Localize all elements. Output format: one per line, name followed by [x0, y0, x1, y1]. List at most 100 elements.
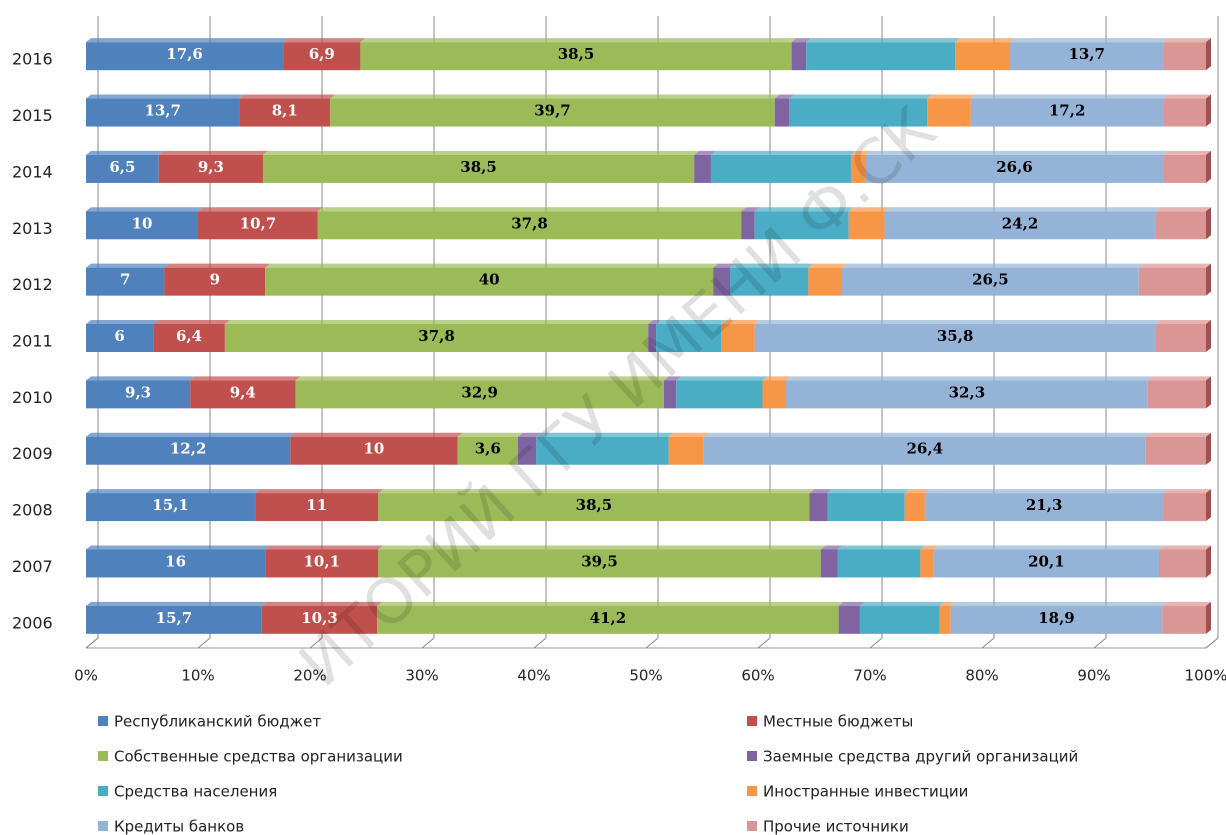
data-label: 21,3	[1026, 496, 1063, 514]
bar-segment	[86, 493, 256, 522]
bar-top	[904, 489, 930, 494]
bar-segment	[694, 154, 711, 183]
data-label: 17,2	[1049, 102, 1086, 120]
bar-segment	[198, 211, 318, 240]
bar-top	[721, 320, 760, 324]
legend-swatch	[98, 821, 108, 831]
bar-segment	[536, 436, 669, 465]
bar-segment	[86, 324, 154, 352]
bar-top	[1145, 432, 1211, 437]
bar-top	[924, 489, 1169, 494]
bar-top	[224, 320, 654, 324]
data-label: 17,6	[166, 45, 203, 63]
legend-swatch	[747, 821, 757, 831]
bar-top	[865, 150, 1169, 155]
bar-segment	[1163, 154, 1206, 183]
tick-mark	[421, 637, 435, 649]
bar-top	[837, 545, 926, 550]
data-label: 20,1	[1028, 552, 1065, 570]
legend-swatch	[747, 786, 757, 796]
bar-segment	[262, 154, 695, 183]
legend-swatch	[98, 751, 108, 761]
data-label: 13,7	[1068, 45, 1105, 63]
bar-top	[850, 150, 871, 155]
bar-segment	[920, 549, 934, 578]
legend-label: Средства населения	[114, 783, 277, 801]
bar-top	[1162, 601, 1211, 606]
bar-top	[676, 376, 768, 381]
bar-top	[920, 545, 939, 550]
bar-top	[950, 601, 1168, 606]
bar-top	[86, 320, 159, 324]
tick-mark	[645, 637, 659, 649]
bar-segment	[774, 98, 790, 127]
bar-top	[838, 601, 865, 606]
x-tick-label: 20%	[293, 667, 326, 685]
x-tick-label: 90%	[1077, 667, 1110, 685]
bar-segment	[933, 549, 1159, 578]
data-label: 9,4	[230, 383, 256, 401]
bar-top	[754, 320, 1161, 324]
bar-top	[789, 94, 933, 99]
bar-top	[86, 545, 271, 550]
data-label: 9	[210, 271, 220, 289]
legend-swatch	[747, 716, 757, 726]
data-label: 8,1	[272, 102, 298, 120]
bar-top	[86, 601, 267, 606]
data-label: 38,5	[460, 158, 497, 176]
data-label: 10	[132, 214, 153, 232]
x-tick-label: 30%	[405, 667, 438, 685]
bar-segment	[86, 436, 291, 465]
bar-segment	[806, 42, 956, 71]
x-tick-label: 0%	[74, 667, 98, 685]
bar-top	[859, 601, 945, 606]
bar-segment	[668, 436, 704, 465]
bar-top	[536, 432, 674, 437]
bar-segment	[377, 605, 839, 634]
data-label: 40	[479, 271, 500, 289]
bar-segment	[457, 436, 518, 465]
bar-top	[198, 207, 323, 212]
bar-top	[295, 376, 669, 381]
legend-label: Заемные средства другий организаций	[763, 748, 1078, 766]
bar-top	[265, 545, 384, 550]
bar-segment	[808, 267, 842, 296]
tick-mark	[757, 637, 771, 649]
bar-segment	[1145, 436, 1206, 465]
bar-segment	[865, 154, 1164, 183]
bar-segment	[837, 549, 921, 578]
bar-segment	[656, 324, 722, 352]
data-label: 16	[165, 552, 186, 570]
bar-top	[378, 545, 826, 550]
data-label: 6,9	[309, 45, 335, 63]
bar-segment	[290, 436, 458, 465]
legend-label: Республиканский бюджет	[114, 713, 321, 731]
bar-top	[190, 376, 301, 381]
bar-top	[86, 207, 203, 212]
bar-top	[809, 489, 833, 494]
bar-segment	[809, 493, 828, 522]
tick-mark	[869, 637, 883, 649]
x-tick-label: 80%	[965, 667, 998, 685]
bar-segment	[848, 211, 885, 240]
bar-top	[791, 38, 812, 43]
bar-top	[255, 489, 384, 494]
bar-segment	[86, 605, 262, 634]
data-label: 26,5	[972, 271, 1009, 289]
bar-side	[1206, 207, 1211, 240]
bar-segment	[721, 324, 755, 352]
bar-segment	[190, 380, 296, 409]
bar-segment	[1155, 211, 1206, 240]
bar-top	[457, 432, 523, 437]
bar-top	[1155, 207, 1211, 212]
legend-swatch	[98, 786, 108, 796]
y-tick-label: 2012	[12, 275, 53, 294]
bar-top	[262, 150, 700, 155]
bar-segment	[1147, 380, 1206, 409]
bar-top	[86, 432, 296, 437]
tick-mark	[981, 637, 995, 649]
bar-segment	[713, 267, 730, 296]
bar-top	[1010, 38, 1169, 43]
y-tick-label: 2011	[12, 332, 53, 351]
bar-segment	[859, 605, 940, 634]
